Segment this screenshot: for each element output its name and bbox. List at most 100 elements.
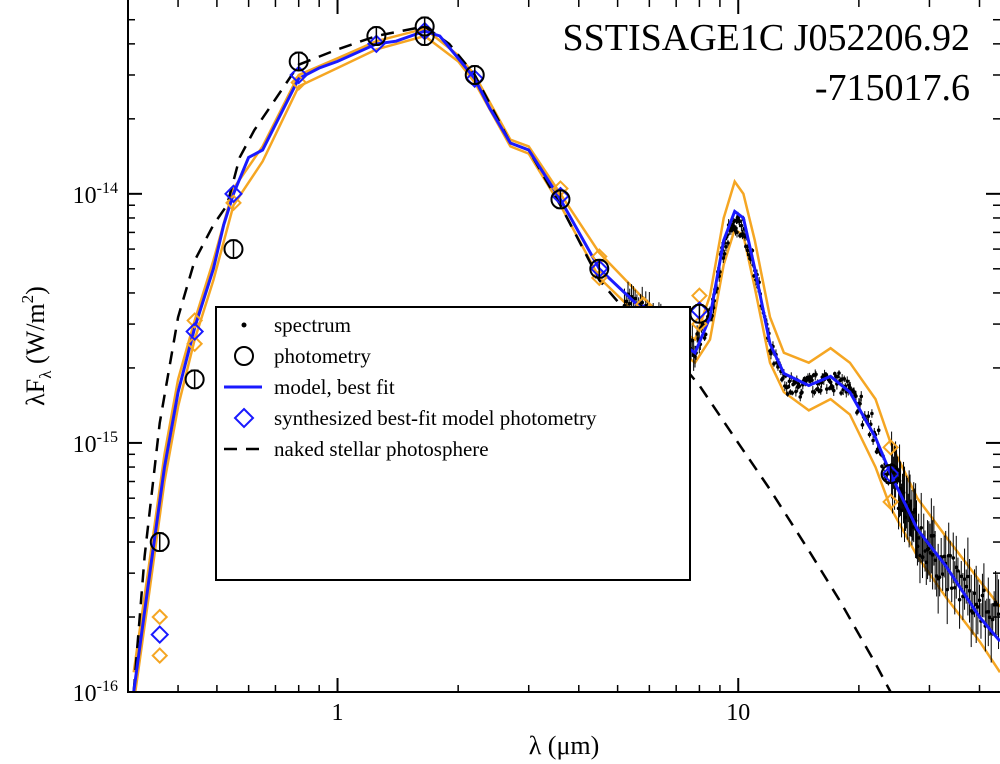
spectrum-point <box>866 414 871 418</box>
spectrum-point <box>837 371 841 375</box>
spectrum-point <box>722 251 727 256</box>
legend-symbol-spectrum <box>241 322 247 328</box>
spectrum-point <box>790 391 794 395</box>
spectrum-point <box>899 508 904 513</box>
spectrum-point <box>948 553 953 558</box>
spectrum-point <box>633 296 637 301</box>
spectrum-point <box>867 432 872 437</box>
spectrum-point <box>743 235 747 239</box>
spectrum-point <box>787 379 792 384</box>
spectrum-point <box>952 586 957 590</box>
spectrum-point <box>731 224 736 228</box>
spectrum-point <box>839 391 843 395</box>
spectrum-point <box>871 438 875 443</box>
synthesized-range-marker <box>186 312 204 329</box>
spectrum-point <box>972 591 977 596</box>
photometry-marker <box>550 189 571 210</box>
legend-label: synthesized best-fit model photometry <box>274 406 597 430</box>
spectrum-point <box>987 615 992 620</box>
spectrum-point <box>934 574 939 578</box>
photometry-marker <box>880 464 901 485</box>
photometry-marker <box>288 51 309 72</box>
spectrum-point <box>876 428 881 432</box>
spectrum-point <box>942 554 946 559</box>
spectrum-point <box>919 525 924 530</box>
photometry-marker <box>366 26 387 47</box>
photometry-marker <box>414 26 435 47</box>
spectrum-point <box>785 392 790 396</box>
spectrum-point <box>702 336 707 340</box>
spectrum-point <box>990 617 995 622</box>
legend-label: naked stellar photosphere <box>274 437 489 461</box>
spectrum-point <box>949 586 954 590</box>
legend-label: model, best fit <box>274 375 395 399</box>
spectrum-point <box>739 223 744 228</box>
spectrum-point <box>860 423 865 427</box>
photometry-marker <box>149 532 170 553</box>
spectrum-point <box>831 388 836 393</box>
spectrum-point <box>842 377 847 381</box>
spectrum-point <box>772 362 776 366</box>
synthesized-range-marker <box>290 74 308 91</box>
chart-title: SSTISAGE1C J052206.92 -715017.6 <box>563 17 971 109</box>
synthesized-photometry-marker <box>185 322 205 341</box>
synthesized-photometry-marker <box>150 625 170 645</box>
spectrum-point <box>957 597 962 602</box>
chart-title-line-1: SSTISAGE1C J052206.92 <box>563 17 971 59</box>
spectrum-point <box>962 577 967 581</box>
spectrum-point <box>845 379 850 383</box>
photometry-marker <box>184 369 205 390</box>
spectrum-point <box>937 575 942 579</box>
spectrum-point <box>818 388 823 393</box>
legend: spectrum photometry model, best fit synthes… <box>215 306 691 581</box>
photometry-marker <box>223 239 244 260</box>
spectrum-point <box>793 381 797 385</box>
y-axis-title: λFλ (W/m2) <box>18 286 55 406</box>
spectrum-point <box>954 565 959 570</box>
spectrum-point <box>996 612 1000 616</box>
spectrum-point <box>726 241 730 245</box>
y-tick-label: 10-14 <box>73 180 118 209</box>
spectrum-point <box>951 556 956 560</box>
spectrum-point <box>824 372 828 377</box>
spectrum-point <box>966 574 970 579</box>
legend-symbol-synthesized <box>233 407 255 429</box>
synthesized-range-marker <box>186 335 204 353</box>
spectrum-point <box>703 332 708 337</box>
synthesized-range-marker <box>151 647 169 665</box>
x-tick-label: 10 <box>726 700 750 726</box>
legend-label: spectrum <box>274 313 351 337</box>
x-axis-title: λ (μm) <box>529 731 600 760</box>
spectrum-point <box>858 401 862 406</box>
legend-label: photometry <box>274 344 371 368</box>
synthesized-photometry-marker <box>465 69 485 89</box>
spectrum-point <box>980 593 985 598</box>
spectrum-point <box>933 558 937 563</box>
synthesized-photometry-marker <box>289 65 309 85</box>
spectrum-point <box>976 605 980 609</box>
synthesized-photometry-marker <box>366 34 386 54</box>
spectrum-point <box>745 248 750 253</box>
spectrum-point <box>797 384 802 388</box>
spectrum-point <box>945 587 950 592</box>
y-tick-label: 10-15 <box>73 429 118 458</box>
spectrum-point <box>967 589 972 593</box>
spectrum-point <box>825 387 829 391</box>
spectrum-point <box>956 569 960 573</box>
spectrum-point <box>800 390 804 395</box>
spectrum-point <box>854 394 858 398</box>
synthesized-photometry-marker <box>224 184 243 204</box>
spectrum-point <box>810 378 814 383</box>
legend-box <box>215 306 691 581</box>
spectrum-point <box>735 230 739 235</box>
spectrum-point <box>812 390 817 395</box>
spectrum-point <box>627 301 632 306</box>
spectrum-point <box>940 572 945 576</box>
spectrum-point <box>986 610 991 614</box>
synthesized-range-marker <box>882 493 900 511</box>
photometry-marker <box>464 64 485 85</box>
model-best-fit-line <box>132 29 1000 692</box>
synthesized-range-marker <box>225 194 242 212</box>
synthesized-range-marker <box>882 438 900 456</box>
